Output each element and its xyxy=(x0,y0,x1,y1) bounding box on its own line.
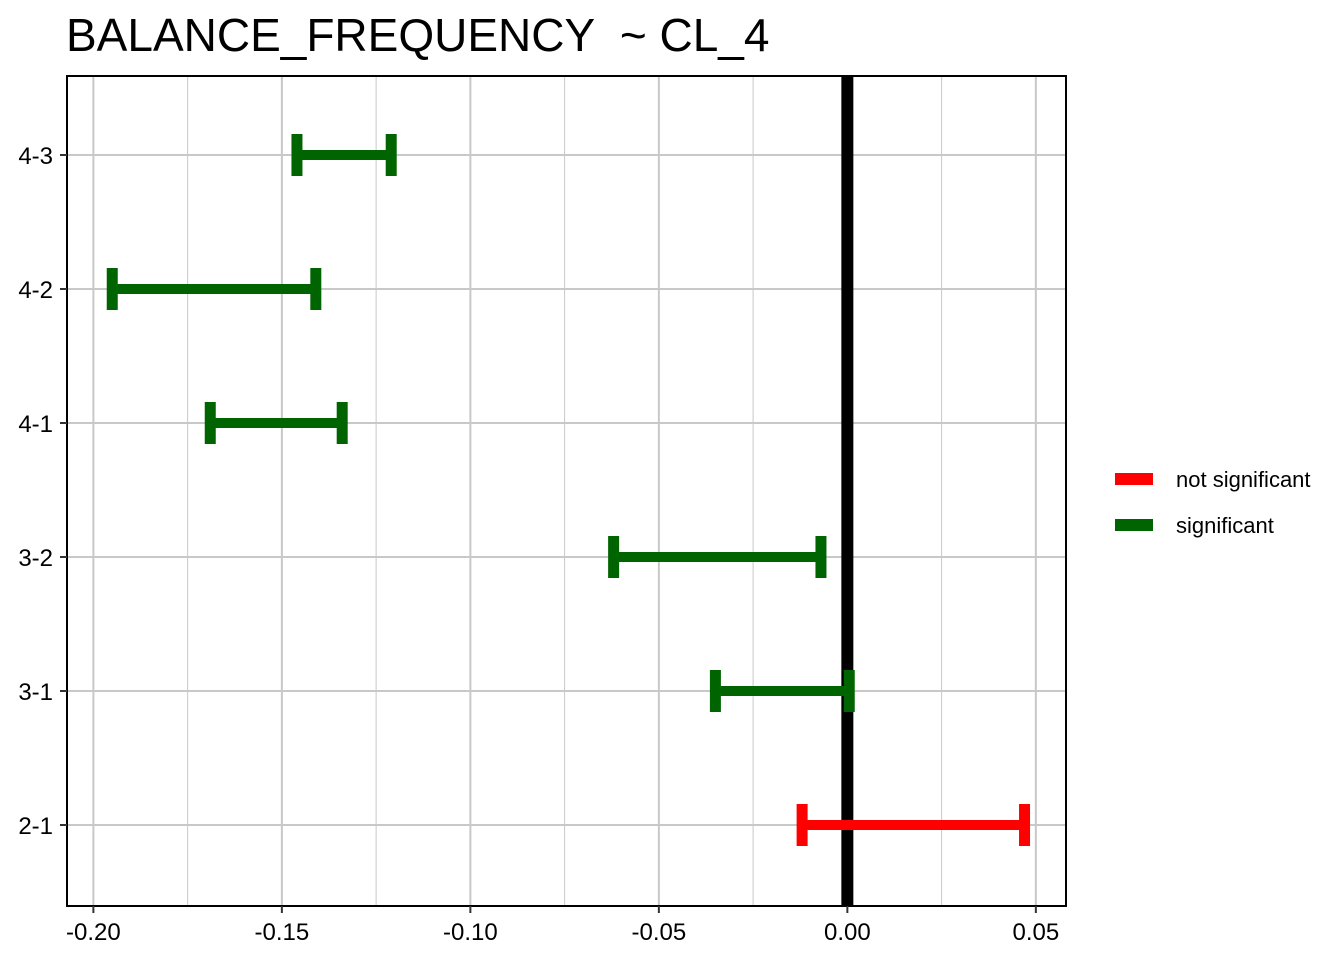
interval-2-1 xyxy=(796,804,1031,846)
x-tick-label: 0.05 xyxy=(1012,919,1059,946)
interval-4-3 xyxy=(291,134,397,176)
y-tick-label: 2-1 xyxy=(18,813,53,840)
y-tick-label: 4-3 xyxy=(18,143,53,170)
legend-label: not significant xyxy=(1176,467,1311,492)
axis-layer: -0.20 -0.15 -0.10 -0.05 0.00 0.05 4-3 4-2 4-1 3-2… xyxy=(18,143,1059,946)
intervals-layer xyxy=(106,134,1031,846)
interval-4-2 xyxy=(106,268,322,310)
chart-title: BALANCE_FREQUENCY ~ CL_4 xyxy=(66,9,770,61)
interval-3-2 xyxy=(608,536,827,578)
legend-label: significant xyxy=(1176,513,1274,538)
x-tick-label: 0.00 xyxy=(824,919,871,946)
y-tick-label: 3-2 xyxy=(18,545,53,572)
legend: not significant significant xyxy=(1115,467,1311,538)
legend-entry: significant xyxy=(1115,513,1274,538)
x-tick-label: -0.10 xyxy=(443,919,498,946)
x-tick-label: -0.05 xyxy=(632,919,687,946)
grid-layer xyxy=(67,76,1066,906)
y-tick-label: 4-2 xyxy=(18,277,53,304)
interval-3-1 xyxy=(709,670,855,712)
x-tick-label: -0.15 xyxy=(255,919,310,946)
y-tick-label: 3-1 xyxy=(18,679,53,706)
interval-4-1 xyxy=(204,402,348,444)
legend-entry: not significant xyxy=(1115,467,1311,492)
plot-panel-border xyxy=(66,75,1067,907)
y-tick-label: 4-1 xyxy=(18,411,53,438)
x-tick-label: -0.20 xyxy=(66,919,121,946)
